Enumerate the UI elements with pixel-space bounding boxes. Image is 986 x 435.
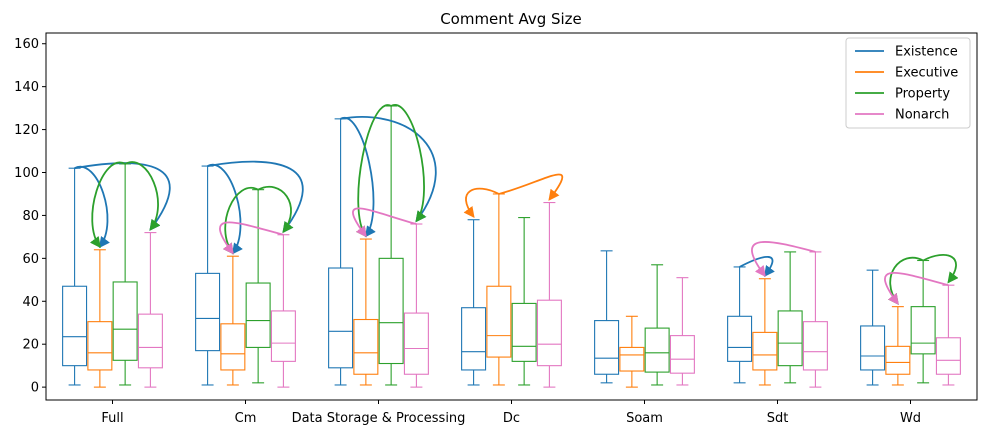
iqr-box [87,321,113,371]
iqr-box [486,285,512,358]
legend-label-executive: Executive [895,66,958,81]
iqr-box [910,306,936,355]
iqr-box [195,272,221,352]
legend-label-existence: Existence [895,45,958,60]
box-property-3 [511,217,537,386]
iqr-box [727,315,753,362]
significance-arrow [352,207,417,238]
box-executive-3 [486,193,512,386]
iqr-box [137,313,163,369]
y-tick-label: 160 [14,37,39,52]
box-executive-6 [885,306,911,386]
box-executive-2 [353,238,379,386]
iqr-box [245,282,271,348]
x-tick-label: Soam [626,411,663,426]
y-tick-label: 140 [14,80,39,95]
iqr-box [220,323,246,371]
legend-frame [845,37,971,129]
iqr-box [112,281,138,361]
box-existence-4 [594,250,620,384]
y-tick-label: 120 [14,123,39,138]
significance-arrow [355,104,392,238]
iqr-box [777,310,803,367]
box-existence-3 [461,219,487,386]
y-tick-label: 0 [31,381,39,396]
significance-arrow [884,271,949,305]
significance-arrow [739,256,775,278]
box-nonarch-3 [536,201,562,388]
significance-arrow [89,161,126,249]
y-tick-label: 100 [14,166,39,181]
y-tick-label: 20 [22,338,39,353]
x-tick-label: Cm [235,411,257,426]
iqr-box [669,335,695,374]
y-tick-label: 80 [22,209,39,224]
significance-arrow [207,160,304,234]
box-executive-4 [619,315,645,388]
box-executive-1 [220,255,246,386]
y-tick-label: 40 [22,295,39,310]
significance-arrow [340,117,376,238]
box-nonarch-1 [270,234,296,388]
iqr-box [752,331,778,371]
iqr-box [511,302,537,362]
iqr-box [802,321,828,371]
iqr-box [328,267,354,369]
arrows-layer [74,104,959,305]
significance-arrow [124,161,161,231]
box-existence-0 [62,167,88,386]
iqr-box [644,327,670,373]
legend-label-property: Property [895,87,950,102]
box-existence-5 [727,266,753,384]
box-property-4 [644,264,670,386]
significance-arrow [922,254,959,284]
iqr-box [461,307,487,371]
box-property-1 [245,189,271,384]
x-tick-label: Full [101,411,123,426]
significance-arrow [463,187,500,219]
iqr-box [378,257,404,365]
significance-arrow [390,104,427,223]
iqr-box [403,312,429,375]
significance-arrow [340,116,437,223]
iqr-box [860,325,886,371]
x-tick-label: Dc [503,411,520,426]
box-nonarch-0 [137,232,163,388]
box-property-6 [910,259,936,384]
legend: Existence Executive Property Nonarch [845,37,971,129]
iqr-box [353,318,379,375]
boxes-layer [62,105,961,388]
significance-arrow [751,241,816,278]
iqr-box [594,320,620,375]
chart-title: Comment Avg Size [440,10,582,28]
iqr-box [885,345,911,375]
significance-arrow [74,162,171,231]
iqr-box [270,310,296,362]
iqr-box [62,285,88,367]
iqr-box [619,346,645,372]
significance-arrow [498,173,564,201]
iqr-box [935,337,961,375]
iqr-box [536,299,562,367]
x-tick-label: Data Storage & Processing [292,411,466,426]
box-existence-6 [860,269,886,386]
plot-area [46,33,977,400]
y-tick-label: 60 [22,252,39,267]
x-tick-label: Sdt [767,411,789,426]
x-tick-label: Wd [900,411,921,426]
box-nonarch-4 [669,277,695,386]
significance-arrow [219,221,284,255]
significance-arrow [257,186,294,234]
box-executive-0 [87,249,113,388]
axes-layer: 0 20 40 60 80 100 120 140 160 Full Cm Data Storage … [14,32,978,426]
legend-label-nonarch: Nonarch [895,108,949,123]
box-property-5 [777,251,803,384]
box-nonarch-2 [403,223,429,388]
box-executive-5 [752,278,778,386]
box-nonarch-6 [935,284,961,386]
